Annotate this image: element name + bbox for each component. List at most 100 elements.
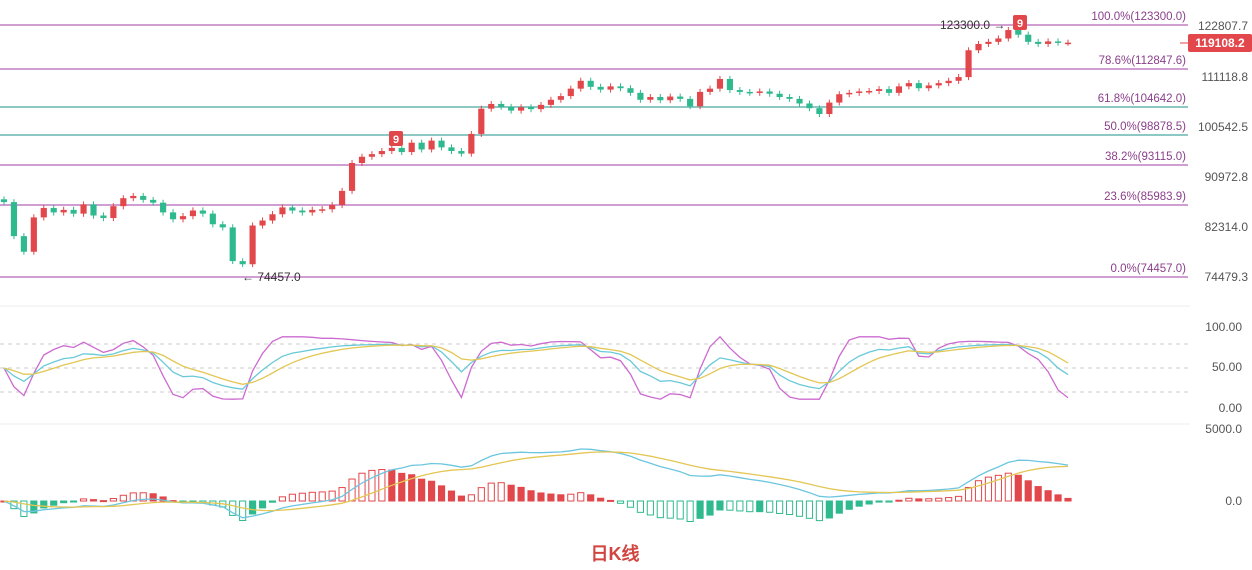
fib-label: 100.0%(123300.0) [1091, 11, 1186, 23]
candle-body [547, 99, 554, 105]
candle-body [875, 89, 883, 91]
candle-body [667, 96, 674, 101]
period-label: 日K线 [591, 543, 640, 564]
macd-histogram-bar [308, 491, 316, 502]
candle-body [418, 142, 425, 150]
macd-histogram-bar [368, 469, 376, 502]
macd-histogram-bar [885, 500, 893, 503]
kdj-gridlines [0, 343, 1188, 393]
candle-body [90, 204, 97, 216]
candle-body [259, 220, 266, 226]
candle-body [826, 102, 833, 115]
candle-body [607, 86, 614, 90]
candle-body [448, 147, 455, 152]
macd-histogram-bar [298, 492, 306, 502]
annotations: 123300.0 → ← 74457.0 9 9 [242, 15, 1027, 284]
candle-body [687, 98, 694, 107]
macd-histogram-bar [328, 490, 336, 502]
low-annotation: ← 74457.0 [242, 270, 301, 284]
macd-histogram-bar [875, 500, 883, 503]
candle-body [189, 210, 197, 217]
macd-histogram-bar [408, 474, 416, 502]
macd-histogram-bar [378, 469, 386, 502]
high-annotation: 123300.0 → [940, 18, 1005, 32]
macd-histogram-bar [60, 500, 68, 504]
macd-histogram-bar [974, 480, 983, 502]
candle-body [140, 195, 147, 200]
candle-body [160, 202, 167, 213]
macd-histogram-bar [139, 492, 147, 502]
kdj-axis-tick: 0.00 [1219, 401, 1243, 415]
candle-body [388, 147, 395, 152]
candle-body [696, 91, 704, 107]
macd-histogram-bar [109, 498, 117, 502]
macd-histogram-bar [964, 486, 973, 502]
candle-body [766, 91, 773, 94]
candle-body [408, 142, 415, 153]
candle-body [229, 227, 236, 262]
price-axis-tick: 82314.0 [1205, 220, 1249, 234]
macd-histogram-bar [1054, 494, 1062, 502]
macd-histogram-bar [467, 494, 475, 502]
kdj-axis-tick: 50.00 [1212, 360, 1242, 374]
macd-histogram-bar [785, 500, 794, 516]
candle-body [527, 107, 535, 110]
macd-histogram-bar [746, 500, 754, 513]
macd-histogram-bar [487, 482, 495, 502]
candle-body [1005, 30, 1012, 39]
candle-body [1035, 41, 1042, 44]
candle-body [856, 91, 863, 93]
macd-histogram-bar [756, 500, 764, 513]
fib-label: 0.0%(74457.0) [1111, 263, 1187, 275]
macd-histogram-bar [30, 500, 38, 514]
candle-body [219, 224, 226, 228]
macd-histogram-bar [656, 500, 664, 519]
macd-histogram-bar [915, 498, 923, 502]
macd-histogram-bar [905, 497, 913, 502]
candle-body [796, 98, 803, 104]
macd-histogram-bar [288, 493, 296, 502]
macd-histogram-bar [955, 495, 963, 502]
macd-histogram-bar [706, 500, 714, 516]
macd-histogram-bar [636, 500, 644, 513]
macd-dea-line [3, 451, 1069, 512]
candle-body [358, 156, 366, 163]
td-marker-label: 9 [393, 134, 399, 146]
macd-histogram-bar [626, 500, 635, 508]
candle-body [130, 195, 137, 199]
fib-label: 78.6%(112847.6) [1099, 55, 1187, 67]
macd-histogram-bar [557, 494, 565, 502]
candle-body [110, 206, 117, 219]
candle-body [915, 83, 922, 89]
candle-body [866, 90, 873, 93]
candle-body [965, 50, 972, 78]
macd-histogram-bar [497, 482, 505, 502]
candle-body [597, 86, 604, 90]
kdj-axis-tick: 100.00 [1205, 320, 1242, 334]
candle-body [935, 83, 942, 86]
price-axis-tick: 74479.3 [1205, 270, 1249, 284]
candle-body [60, 209, 67, 213]
macd-histogram-bar [249, 500, 257, 515]
candle-body [736, 90, 743, 92]
candle-body [299, 210, 306, 213]
candle-body [985, 41, 992, 44]
candle-body [458, 151, 465, 154]
candle-body [120, 198, 127, 207]
candle-body [1054, 41, 1062, 43]
candle-body [677, 96, 684, 99]
macd-indicator [0, 448, 1072, 522]
candle-body [80, 204, 87, 214]
macd-histogram-bar [736, 500, 744, 512]
candle-body [468, 133, 475, 154]
macd-axis-tick: 0.0 [1225, 494, 1242, 508]
candle-body [319, 209, 326, 211]
fib-label: 23.6%(85983.9) [1104, 191, 1186, 203]
candle-body [269, 214, 276, 221]
candle-body [329, 204, 336, 210]
macd-histogram-bar [507, 484, 515, 502]
macd-histogram-bar [70, 500, 78, 503]
candle-body [428, 140, 435, 150]
candle-body [537, 104, 545, 110]
